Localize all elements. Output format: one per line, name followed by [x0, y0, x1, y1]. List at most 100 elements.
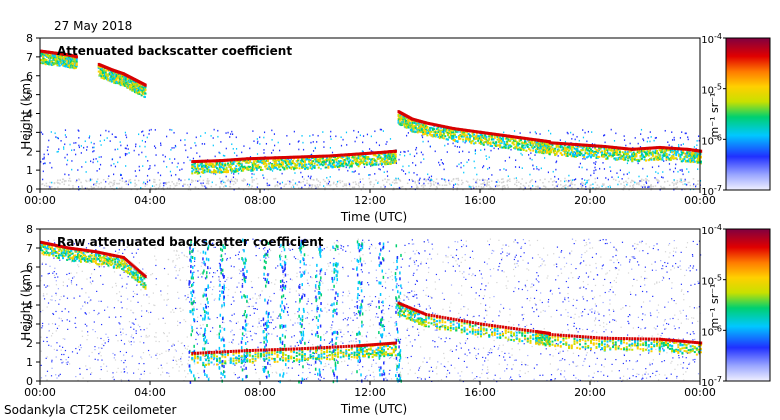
- backscatter-speckle: [90, 179, 92, 182]
- backscatter-speckle: [452, 142, 454, 145]
- backscatter-speckle: [43, 157, 45, 160]
- ground-noise: [488, 184, 490, 186]
- ground-noise: [174, 184, 177, 187]
- backscatter-speckle: [143, 134, 145, 137]
- ground-noise: [601, 183, 604, 185]
- backscatter-speckle: [95, 158, 97, 160]
- layer-halo-pixel: [238, 160, 240, 163]
- layer-halo-pixel: [265, 164, 268, 167]
- backscatter-speckle: [169, 158, 171, 160]
- layer-halo-pixel: [370, 163, 372, 166]
- layer-halo-pixel: [393, 158, 396, 161]
- ground-noise: [251, 181, 254, 183]
- layer-halo-pixel: [442, 132, 445, 135]
- ground-noise: [191, 179, 193, 181]
- layer-halo-pixel: [598, 149, 601, 152]
- backscatter-speckle: [587, 130, 589, 133]
- layer-core-pixel: [581, 143, 584, 147]
- ground-noise: [641, 178, 643, 181]
- ground-noise: [497, 179, 499, 181]
- ground-noise: [452, 188, 455, 191]
- backscatter-speckle: [539, 187, 541, 190]
- layer-core-pixel: [264, 156, 267, 160]
- layer-core-pixel: [348, 153, 351, 157]
- backscatter-speckle: [42, 158, 44, 160]
- layer-halo-pixel: [500, 141, 503, 144]
- backscatter-speckle: [77, 129, 79, 132]
- backscatter-speckle: [539, 133, 541, 135]
- layer-halo-pixel: [261, 160, 264, 163]
- backscatter-speckle: [528, 154, 530, 156]
- ground-noise: [166, 187, 169, 189]
- backscatter-speckle: [235, 148, 238, 150]
- backscatter-speckle: [682, 173, 684, 176]
- ground-noise: [370, 181, 372, 183]
- layer-halo-pixel: [662, 148, 665, 151]
- ground-noise: [316, 184, 319, 186]
- layer-core-pixel: [625, 147, 628, 151]
- ground-noise: [427, 182, 430, 185]
- layer-halo-pixel: [117, 76, 119, 79]
- layer-core-pixel: [332, 154, 336, 158]
- ground-noise: [679, 180, 682, 183]
- backscatter-speckle: [294, 172, 296, 174]
- backscatter-speckle: [96, 180, 98, 183]
- layer-halo-pixel: [650, 158, 653, 161]
- layer-halo-pixel: [75, 61, 78, 64]
- layer-halo-pixel: [529, 140, 532, 143]
- layer-halo-pixel: [603, 149, 606, 152]
- layer-halo-pixel: [543, 143, 546, 146]
- layer-halo-pixel: [588, 154, 591, 157]
- ground-noise: [256, 183, 259, 185]
- backscatter-speckle: [329, 135, 332, 138]
- backscatter-speckle: [468, 159, 470, 161]
- ground-noise: [109, 181, 111, 183]
- layer-halo-pixel: [624, 151, 627, 154]
- ground-noise: [165, 181, 168, 184]
- layer-halo-pixel: [601, 151, 603, 154]
- backscatter-speckle: [345, 131, 348, 134]
- layer-halo-pixel: [636, 158, 639, 161]
- layer-halo-pixel: [44, 60, 47, 63]
- layer-core-pixel: [528, 137, 531, 141]
- layer-halo-pixel: [518, 146, 521, 149]
- layer-halo-pixel: [473, 142, 476, 145]
- layer-halo-pixel: [356, 158, 359, 161]
- layer-halo-pixel: [563, 147, 566, 150]
- ground-noise: [165, 183, 167, 186]
- layer-halo-pixel: [683, 158, 686, 161]
- backscatter-speckle: [657, 172, 659, 175]
- backscatter-speckle: [363, 166, 366, 168]
- layer-halo-pixel: [327, 166, 330, 169]
- layer-halo-pixel: [365, 157, 368, 160]
- layer-halo-pixel: [254, 165, 257, 168]
- ground-noise: [317, 180, 320, 182]
- backscatter-speckle: [429, 145, 431, 148]
- ground-noise: [676, 181, 679, 184]
- layer-halo-pixel: [126, 86, 129, 89]
- backscatter-speckle: [476, 173, 478, 176]
- backscatter-speckle: [684, 178, 686, 181]
- layer-halo-pixel: [100, 75, 103, 78]
- backscatter-speckle: [141, 151, 143, 154]
- layer-halo-pixel: [452, 131, 455, 134]
- layer-halo-pixel: [429, 133, 432, 136]
- layer-halo-pixel: [660, 149, 663, 152]
- backscatter-speckle: [97, 160, 99, 163]
- layer-halo-pixel: [72, 58, 75, 61]
- ground-noise: [56, 181, 59, 184]
- backscatter-speckle: [521, 167, 523, 169]
- backscatter-speckle: [169, 170, 172, 173]
- layer-halo-pixel: [638, 151, 641, 154]
- layer-core-pixel: [293, 155, 296, 159]
- layer-halo-pixel: [579, 154, 581, 157]
- layer-core-pixel: [504, 134, 507, 138]
- layer-halo-pixel: [341, 155, 344, 158]
- backscatter-speckle: [138, 153, 140, 156]
- backscatter-speckle: [90, 160, 92, 163]
- layer-halo-pixel: [290, 163, 293, 166]
- ground-noise: [654, 185, 657, 187]
- layer-core-pixel: [315, 154, 318, 158]
- layer-halo-pixel: [120, 80, 123, 83]
- ground-noise: [100, 186, 103, 189]
